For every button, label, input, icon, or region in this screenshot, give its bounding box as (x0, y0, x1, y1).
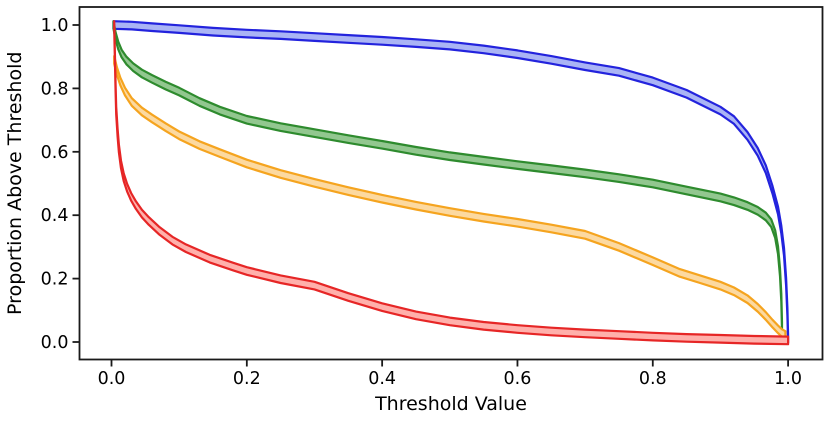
plot-area (79, 7, 823, 360)
x-tick-label: 0.2 (233, 369, 261, 389)
x-tick-label: 0.8 (639, 369, 667, 389)
x-tick-label: 0.0 (98, 369, 126, 389)
y-tick-label: 0.4 (41, 206, 69, 226)
y-tick-label: 0.0 (41, 333, 69, 353)
band-red (113, 20, 790, 346)
y-tick-label: 0.2 (41, 270, 69, 290)
axes-frame (78, 6, 824, 361)
y-tick-label: 0.6 (41, 143, 69, 163)
y-tick-label: 1.0 (41, 16, 69, 36)
x-tick-label: 0.6 (504, 369, 532, 389)
y-axis-label: Proportion Above Threshold (4, 52, 26, 315)
y-tick-label: 0.8 (41, 79, 69, 99)
x-tick-label: 0.4 (368, 369, 396, 389)
x-axis-label: Threshold Value (374, 393, 527, 415)
x-tick-label: 1.0 (774, 369, 802, 389)
